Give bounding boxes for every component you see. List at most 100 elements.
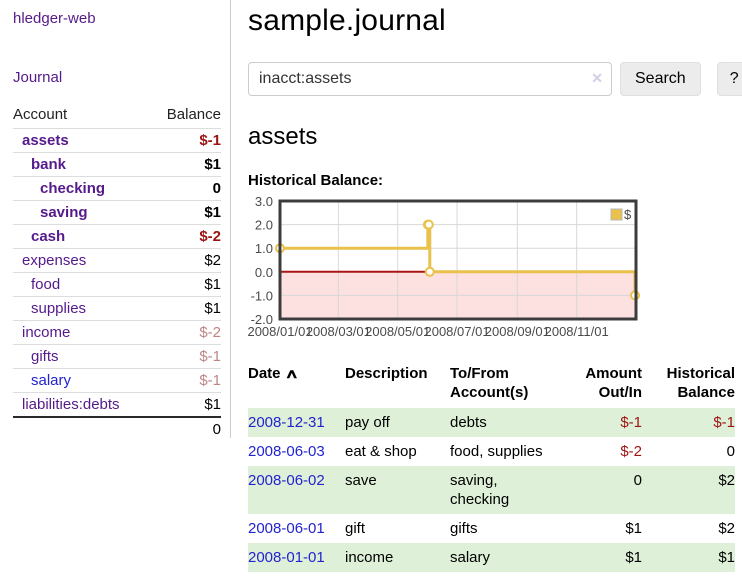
chart-svg: $3.0 2.0 1.0 0.0 -1.0 -2.02008/01/012008/03/0… — [247, 194, 641, 339]
y-axis-tick-label: 3.0 — [255, 197, 273, 209]
transaction-description: save — [345, 472, 377, 489]
register-column-header[interactable]: Date ∧ — [248, 365, 299, 382]
plot-border — [278, 199, 638, 321]
sidebar-account-link[interactable]: supplies — [31, 300, 87, 317]
transaction-date-link[interactable]: 2008-01-01 — [248, 549, 325, 566]
register-column-header: Description — [345, 365, 428, 382]
transaction-balance: $2 — [718, 472, 735, 489]
sidebar-account-link[interactable]: food — [31, 276, 61, 293]
account-balance: $2 — [204, 252, 221, 269]
account-balance: $1 — [204, 396, 221, 413]
account-balance: $1 — [204, 276, 221, 293]
transaction-accounts: debts — [450, 414, 487, 431]
register-table: Date ∧ Description To/From Account(s) Amount O… — [248, 362, 735, 572]
sidebar-account-link[interactable]: liabilities:debts — [22, 396, 120, 413]
accounts-table: Account Balance assets $-1 bank $1 checking 0… — [13, 103, 221, 441]
data-point-marker — [424, 266, 435, 277]
data-point-marker — [423, 219, 434, 230]
accounts-table-header: Account Balance — [13, 103, 221, 128]
transaction-description: gift — [345, 520, 366, 537]
account-heading: assets — [248, 123, 318, 150]
sidebar-account-link[interactable]: saving — [40, 204, 88, 221]
transaction-description: income — [345, 549, 394, 566]
transaction-row: 2008-01-01 income salary $1 $1 — [248, 543, 735, 572]
account-row: checking 0 — [13, 176, 221, 200]
x-axis-tick-label: 2008/03/01 — [306, 324, 371, 339]
account-row: bank $1 — [13, 152, 221, 176]
transaction-amount: $1 — [625, 549, 642, 566]
transaction-accounts: saving, checking — [450, 472, 510, 508]
search-input[interactable] — [248, 62, 612, 96]
transaction-row: 2008-12-31 pay off debts $-1 $-1 — [248, 408, 735, 437]
search-box: ✕ — [248, 62, 612, 96]
sidebar-account-link[interactable]: bank — [31, 156, 67, 173]
transaction-row: 2008-06-03 eat & shop food, supplies $-2 0 — [248, 437, 735, 466]
register-column-header: Amount Out/In — [585, 365, 642, 401]
accounts-total-value: 0 — [212, 421, 221, 438]
transaction-amount: 0 — [633, 472, 642, 489]
register-table-body: 2008-12-31 pay off debts $-1 $-1 2008-06-03 ea… — [248, 408, 735, 572]
sidebar-account-link[interactable]: salary — [31, 372, 72, 389]
account-row: liabilities:debts $1 — [13, 392, 221, 416]
transaction-amount: $1 — [625, 520, 642, 537]
balance-column-header: Balance — [166, 106, 221, 123]
sort-ascending-icon: ∧ — [284, 366, 299, 381]
sidebar-account-link[interactable]: gifts — [31, 348, 59, 365]
account-balance: $-2 — [199, 228, 221, 245]
brand-link[interactable]: hledger-web — [13, 10, 96, 27]
account-balance: $1 — [204, 204, 221, 221]
page-title: sample.journal — [248, 4, 446, 37]
transaction-date-link[interactable]: 2008-06-01 — [248, 520, 325, 537]
transaction-date-link[interactable]: 2008-12-31 — [248, 414, 325, 431]
account-balance: $1 — [204, 300, 221, 317]
register-column-header: To/From Account(s) — [450, 365, 529, 401]
account-row: assets $-1 — [13, 128, 221, 152]
legend-swatch — [610, 208, 623, 221]
transaction-amount: $-2 — [620, 443, 642, 460]
transaction-accounts: gifts — [450, 520, 478, 537]
account-balance: 0 — [212, 180, 221, 197]
balance-chart: $3.0 2.0 1.0 0.0 -1.0 -2.0 2008/01/01 2008/03/0… — [247, 194, 742, 348]
account-balance: $-2 — [199, 324, 221, 341]
account-balance: $-1 — [199, 132, 221, 149]
y-axis-tick-label: 1.0 — [255, 241, 273, 256]
x-axis-tick-label: 2008/09/01 — [485, 324, 550, 339]
legend-label: $ — [624, 207, 632, 222]
transaction-row: 2008-06-02 save saving, checking 0 $2 — [248, 466, 735, 514]
account-row: salary $-1 — [13, 368, 221, 392]
sidebar-account-link[interactable]: checking — [40, 180, 106, 197]
clear-search-icon[interactable]: ✕ — [591, 70, 603, 86]
transaction-date-link[interactable]: 2008-06-03 — [248, 443, 325, 460]
account-balance: $-1 — [199, 372, 221, 389]
chart-title: Historical Balance: — [248, 172, 384, 189]
sidebar: hledger-web Journal Account Balance asse… — [0, 0, 231, 438]
x-axis-tick-label: 2008/07/01 — [424, 324, 489, 339]
transaction-balance: $-1 — [713, 414, 735, 431]
sidebar-account-link[interactable]: expenses — [22, 252, 87, 269]
sidebar-account-link[interactable]: assets — [22, 132, 69, 149]
account-row: income $-2 — [13, 320, 221, 344]
sidebar-account-link[interactable]: cash — [31, 228, 66, 245]
transaction-row: 2008-06-01 gift gifts $1 $2 — [248, 514, 735, 543]
sidebar-item-journal[interactable]: Journal — [13, 69, 63, 86]
x-axis-tick-label: 2008/11/01 — [545, 324, 609, 339]
transaction-balance: 0 — [726, 443, 735, 460]
transaction-accounts: food, supplies — [450, 443, 543, 460]
account-row: supplies $1 — [13, 296, 221, 320]
transaction-date-link[interactable]: 2008-06-02 — [248, 472, 325, 489]
account-balance: $1 — [204, 156, 221, 173]
search-button[interactable]: Search — [620, 62, 701, 96]
y-axis-tick-label: 0.0 — [255, 265, 273, 280]
account-row: food $1 — [13, 272, 221, 296]
account-rows: assets $-1 bank $1 checking 0 saving $1 cash $-2 e… — [13, 128, 221, 416]
main-content: sample.journal ✕ Search ? assets Histori… — [231, 0, 742, 582]
sidebar-account-link[interactable]: income — [22, 324, 71, 341]
transaction-amount: $-1 — [620, 414, 642, 431]
search-form: ✕ Search ? — [248, 62, 742, 96]
help-button[interactable]: ? — [716, 62, 742, 96]
transaction-description: eat & shop — [345, 443, 417, 460]
y-axis-tick-label: 2.0 — [255, 218, 273, 233]
transaction-description: pay off — [345, 414, 390, 431]
transaction-accounts: salary — [450, 549, 491, 566]
